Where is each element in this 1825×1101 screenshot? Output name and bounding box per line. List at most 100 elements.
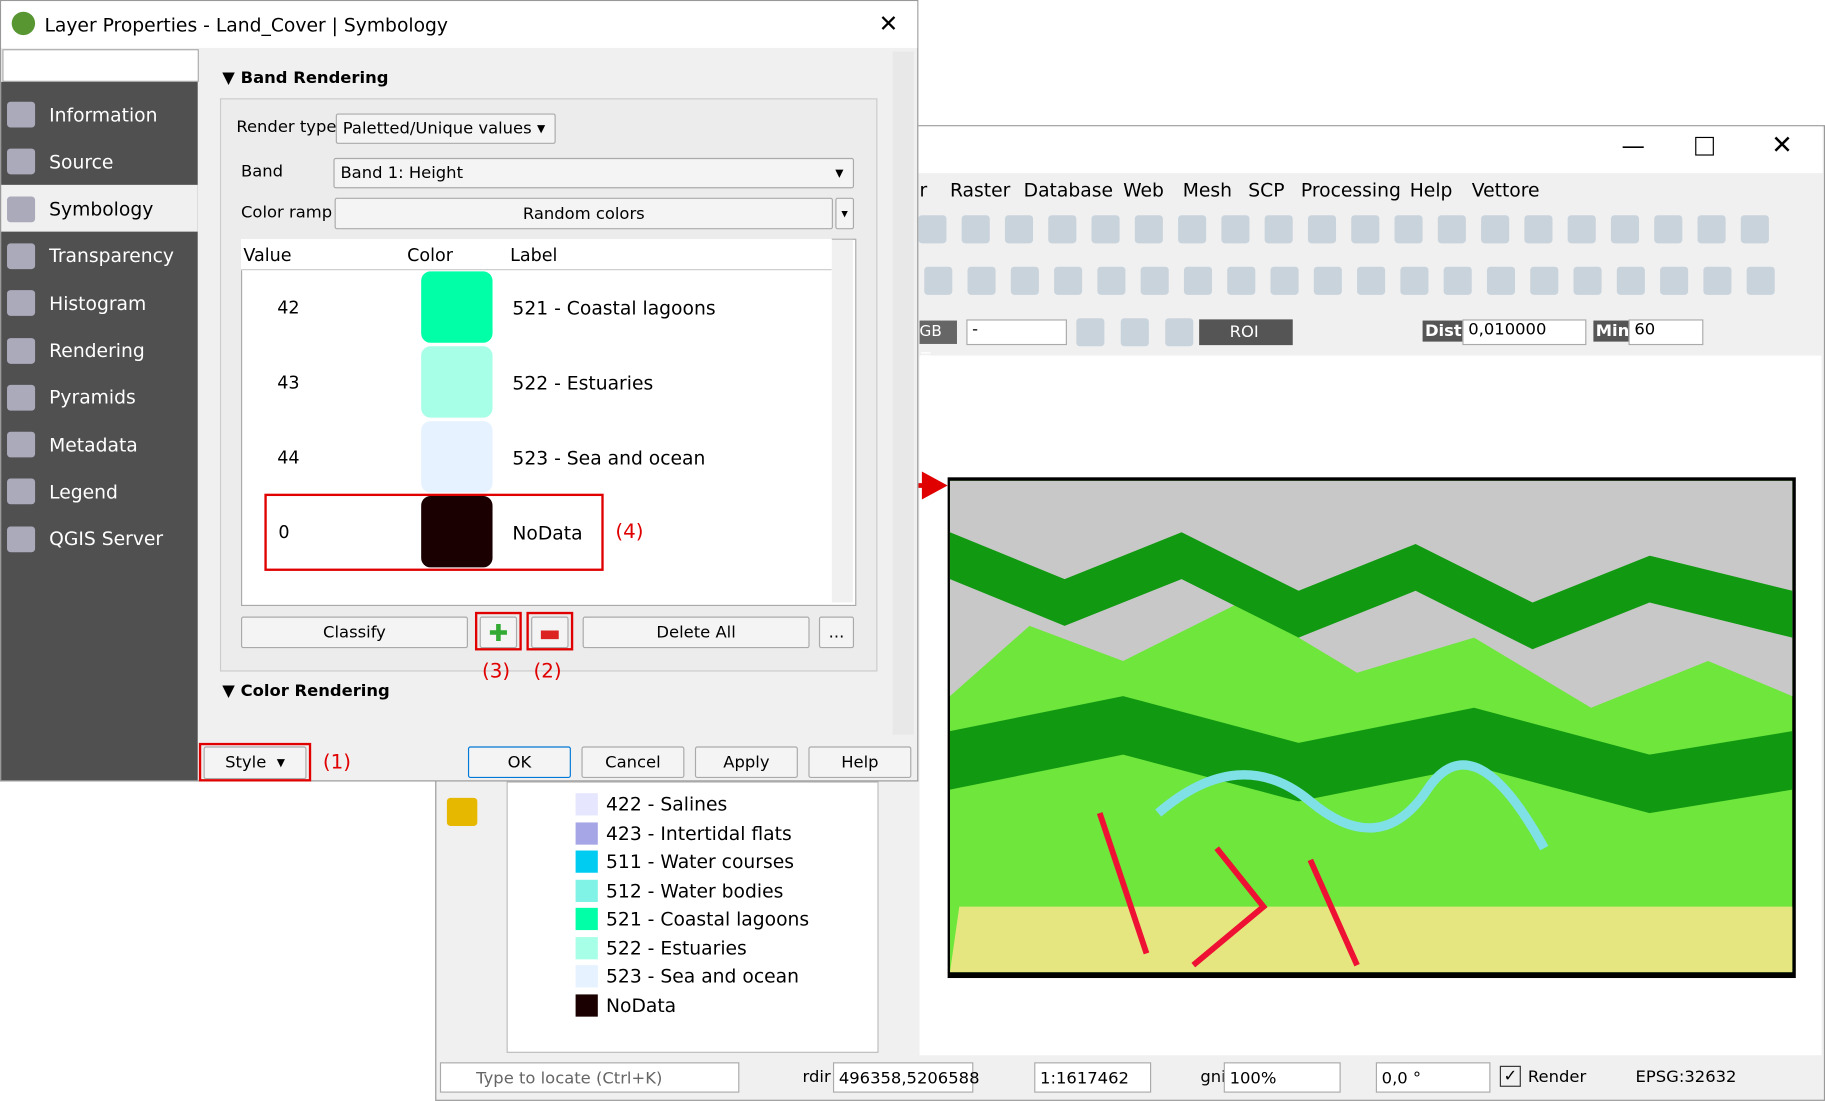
crs[interactable]: EPSG:32632 xyxy=(1635,1068,1737,1087)
tool-button[interactable] xyxy=(1740,215,1769,244)
tool-button[interactable] xyxy=(1313,266,1342,295)
sidebar-item[interactable]: QGIS Server xyxy=(7,516,163,563)
menu-item[interactable]: Help xyxy=(1409,178,1453,202)
tool-button[interactable] xyxy=(1076,318,1105,347)
tool-button[interactable] xyxy=(1481,215,1510,244)
menu-item[interactable]: Mesh xyxy=(1182,178,1233,202)
tool-button[interactable] xyxy=(1437,215,1466,244)
help-button[interactable]: Help xyxy=(808,746,912,778)
tool-button[interactable] xyxy=(961,215,990,244)
tool-button[interactable] xyxy=(1010,266,1039,295)
sidebar-item[interactable]: Legend xyxy=(7,468,118,515)
menu-item[interactable]: Raster xyxy=(949,178,1011,202)
tool-button[interactable] xyxy=(1654,215,1683,244)
coord-input[interactable]: 496358,5206588 xyxy=(832,1062,979,1093)
tool-button[interactable] xyxy=(1524,215,1553,244)
tool-button[interactable] xyxy=(1746,266,1775,295)
tool-button[interactable] xyxy=(1610,215,1640,244)
menu-item[interactable]: Processing xyxy=(1300,178,1401,202)
minimize[interactable]: — xyxy=(1621,131,1645,160)
tool-button[interactable] xyxy=(1140,266,1169,295)
tool-button[interactable] xyxy=(1270,266,1299,295)
rotation-input[interactable]: 0,0 ° xyxy=(1375,1062,1491,1093)
more-button[interactable]: ... xyxy=(818,616,855,649)
layer-icon[interactable] xyxy=(446,797,478,826)
ok-button[interactable]: OK xyxy=(467,746,571,778)
tool-button[interactable] xyxy=(1351,215,1380,244)
tool-button[interactable] xyxy=(1616,266,1645,295)
render-checkbox[interactable]: ✓ xyxy=(1499,1065,1521,1087)
tool-button[interactable] xyxy=(1183,266,1213,295)
sidebar-item[interactable]: Histogram xyxy=(7,280,146,327)
remove-button[interactable]: ▬ xyxy=(531,616,569,649)
tool-button[interactable] xyxy=(918,215,947,244)
search[interactable] xyxy=(2,49,199,82)
menu-item[interactable]: SCP xyxy=(1248,178,1285,202)
tool-button[interactable] xyxy=(1394,215,1423,244)
dist-input[interactable]: 0,010000 xyxy=(1462,319,1587,346)
scale-input[interactable]: 1:1617462 xyxy=(1034,1062,1152,1093)
menu-item[interactable]: Database xyxy=(1023,178,1113,202)
sidebar-item[interactable]: Source xyxy=(7,138,113,185)
mag-input[interactable]: 100% xyxy=(1223,1062,1341,1093)
locator[interactable]: Type to locate (Ctrl+K) xyxy=(439,1062,740,1093)
tool-button[interactable] xyxy=(1097,266,1126,295)
dialog-scrollbar[interactable] xyxy=(892,51,914,735)
color-ramp-arrow[interactable]: ▾ xyxy=(835,197,855,230)
tool-button[interactable] xyxy=(1004,215,1034,244)
color-swatch[interactable] xyxy=(421,421,493,493)
maximize[interactable] xyxy=(1695,136,1714,156)
tool-button[interactable] xyxy=(1221,215,1250,244)
rgb-select[interactable]: - xyxy=(966,319,1067,346)
tool-button[interactable] xyxy=(1703,266,1732,295)
sidebar-item[interactable]: Transparency xyxy=(7,233,174,280)
tool-button[interactable] xyxy=(1697,215,1726,244)
tool-button[interactable] xyxy=(1165,318,1194,347)
add-button[interactable]: ✚ xyxy=(479,616,518,649)
sidebar-item[interactable]: Symbology xyxy=(7,186,153,233)
min-input[interactable]: 60 xyxy=(1628,319,1704,346)
tool-button[interactable] xyxy=(967,266,996,295)
tool-button[interactable] xyxy=(1264,215,1293,244)
color-ramp-select[interactable]: Random colors xyxy=(334,197,833,230)
tool-button[interactable] xyxy=(1307,215,1337,244)
color-swatch[interactable] xyxy=(421,496,493,568)
band-select[interactable]: Band 1: Height ▾ xyxy=(333,157,855,189)
tool-button[interactable] xyxy=(1178,215,1207,244)
style-button[interactable]: Style ▾ xyxy=(203,746,307,780)
tool-button[interactable] xyxy=(1486,266,1516,295)
tool-button[interactable] xyxy=(1054,266,1083,295)
sidebar-item[interactable]: Metadata xyxy=(7,421,138,468)
roi-button[interactable]: ROI xyxy=(1199,319,1293,346)
table-scrollbar[interactable] xyxy=(831,239,853,603)
sidebar-item[interactable]: Information xyxy=(7,91,157,138)
sidebar-item[interactable]: Pyramids xyxy=(7,374,136,421)
tool-button[interactable] xyxy=(1573,266,1602,295)
tool-button[interactable] xyxy=(924,266,953,295)
color-swatch[interactable] xyxy=(421,346,493,418)
dialog-close[interactable]: ✕ xyxy=(878,9,899,38)
apply-button[interactable]: Apply xyxy=(694,746,798,778)
tool-button[interactable] xyxy=(1048,215,1077,244)
render-type-select[interactable]: Paletted/Unique values ▾ xyxy=(335,113,556,144)
tool-button[interactable] xyxy=(1357,266,1386,295)
color-swatch[interactable] xyxy=(421,271,493,343)
menu-item[interactable]: Vettore xyxy=(1471,178,1540,202)
cancel-button[interactable]: Cancel xyxy=(581,746,685,778)
tool-button[interactable] xyxy=(1443,266,1472,295)
delete-all-button[interactable]: Delete All xyxy=(582,616,810,649)
tool-button[interactable] xyxy=(1660,266,1689,295)
tool-button[interactable] xyxy=(1530,266,1559,295)
tool-button[interactable] xyxy=(1091,215,1120,244)
tool-button[interactable] xyxy=(1567,215,1596,244)
tool-button[interactable] xyxy=(1227,266,1256,295)
tool-button[interactable] xyxy=(1120,318,1149,347)
tool-button[interactable] xyxy=(1400,266,1429,295)
sidebar-item[interactable]: Rendering xyxy=(7,327,145,374)
menu-item[interactable]: Web xyxy=(1123,178,1164,202)
tool-button[interactable] xyxy=(1134,215,1163,244)
menu-item[interactable]: r xyxy=(919,178,928,202)
classify-button[interactable]: Classify xyxy=(240,616,468,649)
value-cell: 0 xyxy=(278,521,290,543)
close[interactable]: ✕ xyxy=(1771,131,1793,161)
